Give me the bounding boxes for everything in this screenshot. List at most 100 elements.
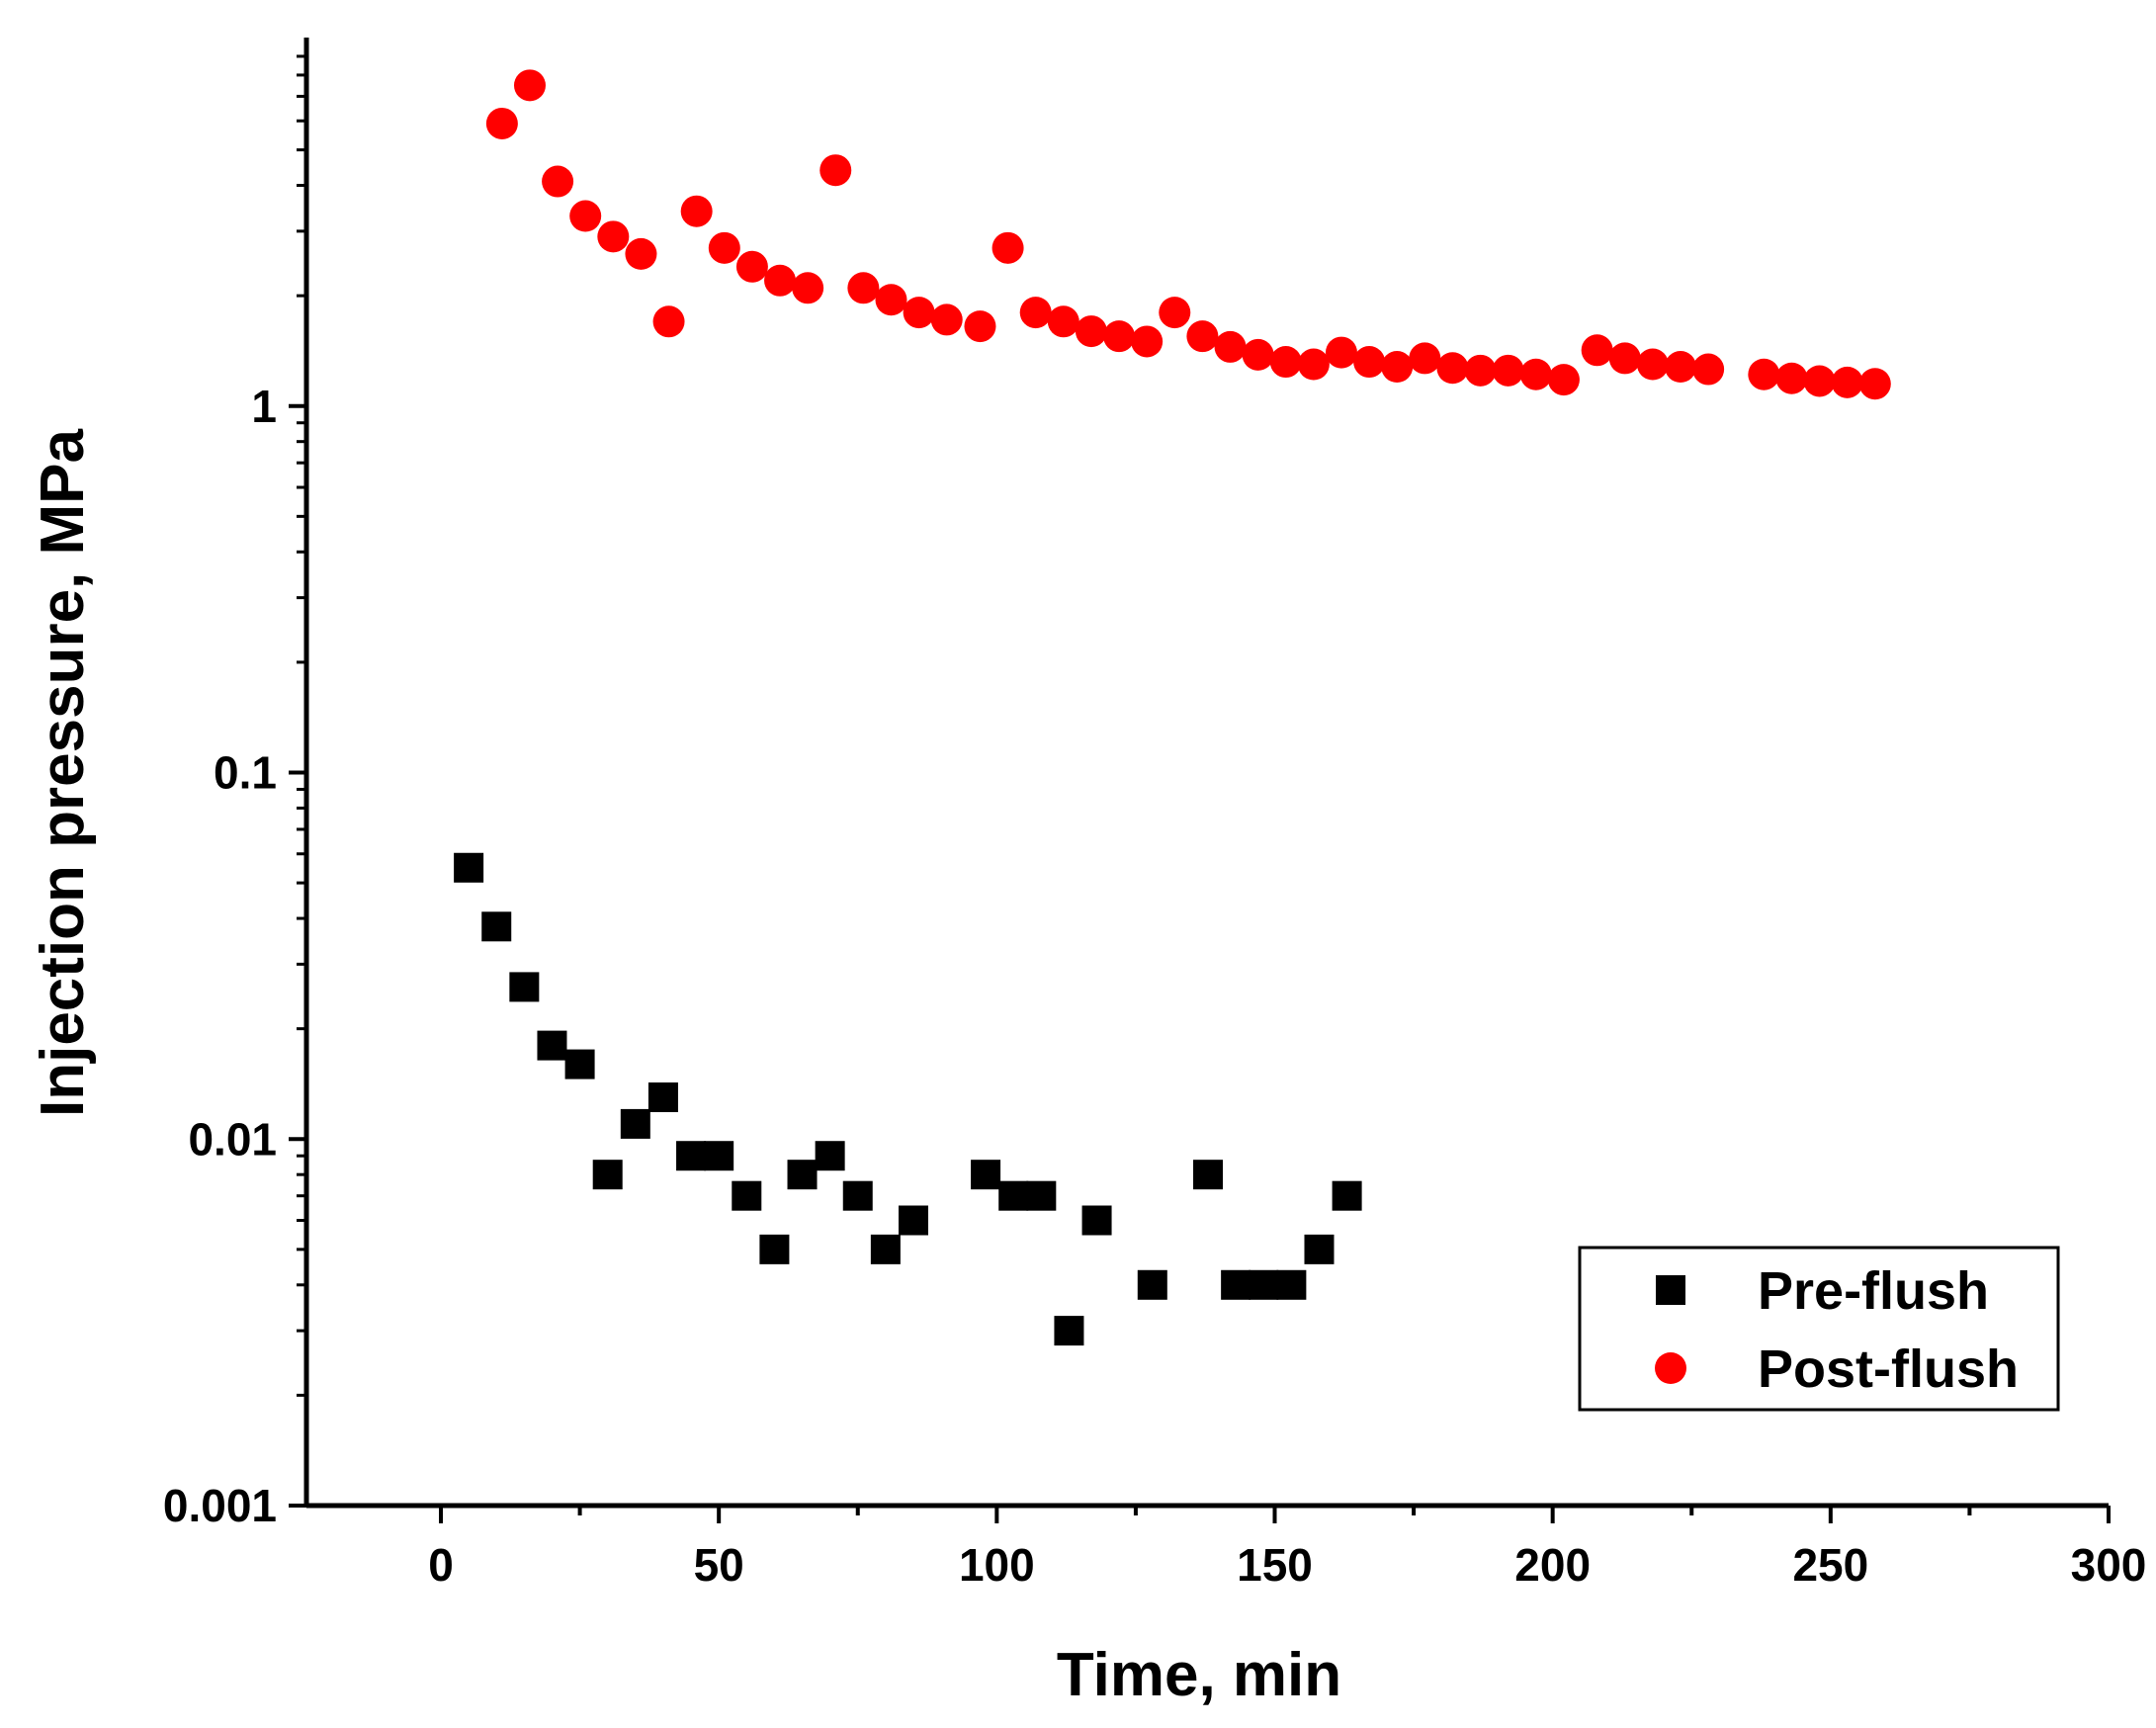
- post-flush-point: [903, 297, 935, 329]
- legend: Pre-flush Post-flush: [1578, 1246, 2060, 1412]
- post-flush-point: [652, 305, 685, 338]
- pre-flush-point: [998, 1180, 1029, 1211]
- legend-label-pre-flush: Pre-flush: [1758, 1261, 1989, 1321]
- post-flush-point: [847, 272, 880, 304]
- post-flush-point: [1159, 297, 1191, 329]
- legend-box: [1578, 1246, 2060, 1412]
- post-flush-point: [1242, 338, 1274, 371]
- y-tick-label: 0.1: [214, 747, 277, 799]
- post-flush-point: [1665, 351, 1697, 384]
- post-flush-point: [1269, 346, 1302, 379]
- pre-flush-point: [1054, 1316, 1084, 1346]
- post-flush-point: [1831, 366, 1863, 398]
- post-flush-point: [1608, 342, 1641, 375]
- post-flush-point: [764, 264, 797, 297]
- pre-flush-point: [1332, 1180, 1362, 1211]
- pre-flush-point: [564, 1049, 595, 1080]
- x-tick-label: 100: [959, 1539, 1035, 1591]
- pre-flush-point: [870, 1234, 901, 1264]
- post-flush-point: [1186, 320, 1219, 353]
- post-flush-point: [513, 69, 546, 102]
- x-tick-label: 50: [694, 1539, 744, 1591]
- post-flush-point: [1803, 365, 1836, 397]
- pre-flush-point: [1276, 1269, 1307, 1300]
- post-flush-point: [930, 303, 963, 336]
- x-axis-title: Time, min: [1057, 1641, 1341, 1709]
- y-tick-label: 0.01: [188, 1113, 277, 1165]
- legend-label-post-flush: Post-flush: [1758, 1339, 2019, 1399]
- x-tick-label: 0: [428, 1539, 454, 1591]
- pre-flush-point: [592, 1160, 623, 1190]
- post-flush-point: [819, 154, 852, 187]
- pre-flush-point: [815, 1141, 845, 1171]
- pre-flush-point: [842, 1180, 873, 1211]
- post-flush-point: [1409, 342, 1441, 375]
- post-flush-point: [1858, 368, 1891, 400]
- pre-flush-point: [537, 1030, 567, 1061]
- x-tick-label: 200: [1514, 1539, 1591, 1591]
- post-flush-point: [875, 284, 907, 316]
- post-flush-point: [680, 195, 713, 227]
- pre-flush-point: [732, 1180, 762, 1211]
- pre-flush-point: [1193, 1160, 1224, 1190]
- post-flush-point: [1436, 352, 1469, 385]
- post-flush-point: [708, 231, 740, 264]
- pre-flush-point: [971, 1160, 1001, 1190]
- post-flush-point: [1325, 336, 1357, 369]
- pre-flush-point: [509, 972, 540, 1002]
- post-flush-point: [1547, 364, 1580, 396]
- post-flush-point: [1748, 358, 1780, 390]
- post-flush-point: [1775, 362, 1808, 394]
- pre-flush-point: [1304, 1234, 1335, 1264]
- post-flush-point: [1519, 358, 1552, 390]
- post-flush-point: [1047, 305, 1079, 338]
- pre-flush-point: [1221, 1269, 1251, 1300]
- pre-flush-point: [1137, 1269, 1167, 1300]
- pre-flush-point: [647, 1082, 678, 1113]
- post-flush-point: [1131, 325, 1164, 358]
- post-flush-point: [1075, 315, 1107, 348]
- x-tick-label: 150: [1237, 1539, 1313, 1591]
- pre-flush-point: [1081, 1205, 1112, 1236]
- post-flush-point: [1692, 353, 1725, 386]
- post-flush-point: [625, 237, 657, 270]
- pre-flush-point: [1026, 1180, 1057, 1211]
- y-tick-label: 1: [251, 381, 277, 432]
- pre-flush-point: [898, 1205, 928, 1236]
- post-flush-point: [964, 310, 996, 343]
- x-axis-ticks: 0 50 100 150 200 250 300: [428, 1506, 2146, 1591]
- pre-flush-point: [787, 1160, 818, 1190]
- post-flush-point: [1381, 351, 1414, 384]
- pre-flush-point: [704, 1141, 734, 1171]
- pre-flush-point: [759, 1234, 790, 1264]
- post-flush-point: [1297, 348, 1330, 381]
- data-points: [454, 69, 1891, 1346]
- post-flush-point: [1636, 348, 1669, 381]
- post-flush-point: [1492, 354, 1524, 387]
- post-flush-point: [485, 107, 518, 139]
- pre-flush-point: [454, 852, 484, 883]
- legend-marker-pre-flush: [1656, 1275, 1685, 1305]
- post-flush-point: [735, 250, 768, 283]
- post-flush-point: [597, 220, 630, 253]
- post-flush-point: [1103, 320, 1136, 353]
- post-flush-point: [1019, 297, 1052, 329]
- y-axis-title: Injection pressure, MPa: [29, 428, 97, 1117]
- post-flush-point: [1214, 330, 1247, 363]
- post-flush-point: [542, 165, 574, 198]
- x-tick-label: 300: [2071, 1539, 2147, 1591]
- post-flush-point: [1464, 354, 1497, 387]
- post-flush-point: [792, 272, 824, 304]
- post-flush-point: [1353, 346, 1386, 379]
- post-flush-point: [1581, 334, 1613, 367]
- y-tick-label: 0.001: [163, 1480, 277, 1531]
- pre-flush-point: [676, 1141, 707, 1171]
- pre-flush-point: [620, 1108, 650, 1139]
- legend-marker-post-flush: [1655, 1352, 1686, 1384]
- y-axis-ticks: 0.001 0.01 0.1 1: [163, 54, 306, 1531]
- x-tick-label: 250: [1792, 1539, 1868, 1591]
- post-flush-point: [569, 200, 602, 232]
- pre-flush-point: [481, 911, 512, 942]
- post-flush-point: [992, 231, 1024, 264]
